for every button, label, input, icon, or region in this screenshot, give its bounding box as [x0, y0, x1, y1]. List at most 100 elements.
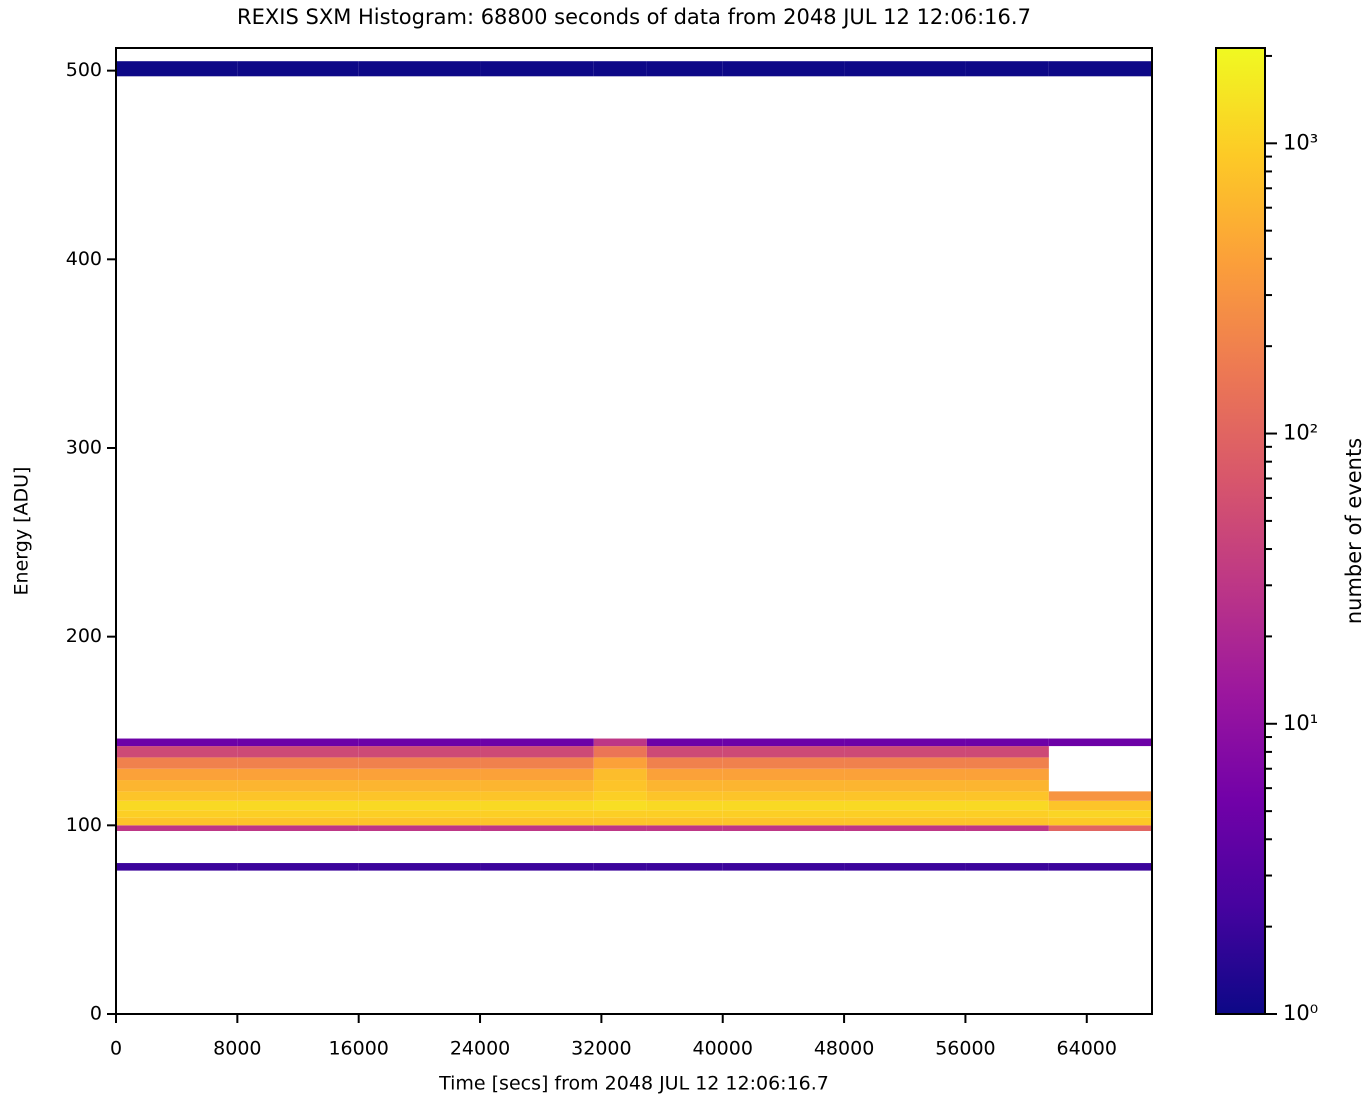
heatmap-cell: [722, 757, 845, 769]
heatmap-cell: [116, 738, 238, 747]
heatmap-cell: [480, 800, 594, 811]
x-tick-label: 32000: [571, 1038, 631, 1060]
heatmap-cell: [237, 746, 359, 758]
heatmap-cell: [237, 817, 359, 826]
colorbar-tick-label: 10⁰: [1283, 1001, 1318, 1025]
plot-frame: [115, 47, 1153, 1015]
heatmap-cell: [722, 800, 845, 811]
y-axis-label: Energy [ADU]: [11, 467, 33, 596]
heatmap-cell: [237, 738, 359, 747]
y-tick-label: 500: [66, 59, 102, 81]
heatmap-cell: [593, 825, 647, 831]
y-tick-label: 400: [66, 248, 102, 270]
heatmap-cell: [237, 76, 358, 738]
heatmap-cell: [965, 810, 1049, 818]
heatmap-cell: [646, 825, 723, 831]
heatmap-cell: [116, 746, 238, 758]
x-tick-label: 16000: [328, 1038, 388, 1060]
heatmap-cell: [358, 800, 481, 811]
heatmap-cell: [1048, 863, 1152, 871]
heatmap-cell: [480, 863, 594, 871]
heatmap-cell: [237, 871, 358, 1014]
heatmap-cell: [1048, 800, 1152, 811]
heatmap-cell: [844, 746, 966, 758]
heatmap-cell: [116, 825, 238, 831]
heatmap-cell: [722, 791, 845, 801]
heatmap-cell: [116, 76, 237, 738]
heatmap-cell: [844, 61, 966, 77]
heatmap-cell: [593, 61, 647, 77]
heatmap-cell: [844, 871, 965, 1014]
heatmap-cell: [1049, 769, 1152, 780]
heatmap-cell: [723, 48, 844, 61]
heatmap-cell: [116, 757, 238, 769]
heatmap-cell: [646, 757, 723, 769]
heatmap-cell: [965, 817, 1049, 826]
heatmap-cell: [480, 768, 594, 781]
heatmap-cell: [722, 738, 845, 747]
heatmap-cell: [116, 800, 238, 811]
heatmap-cell: [237, 791, 359, 801]
heatmap-cell: [116, 863, 238, 871]
heatmap-cell: [646, 746, 723, 758]
heatmap-cell: [722, 817, 845, 826]
heatmap-cell: [594, 48, 647, 61]
heatmap-cell: [646, 863, 723, 871]
colorbar-tick-label: 10²: [1283, 421, 1318, 445]
heatmap-cell: [237, 800, 359, 811]
heatmap-cell: [965, 791, 1049, 801]
heatmap-cell: [844, 780, 966, 792]
heatmap-cell: [965, 746, 1049, 758]
heatmap-cell: [358, 791, 481, 801]
heatmap-cell: [480, 871, 594, 1014]
heatmap-cell: [646, 61, 723, 77]
heatmap-cell: [594, 831, 647, 863]
heatmap-cell: [844, 831, 965, 863]
chart-title: REXIS SXM Histogram: 68800 seconds of da…: [237, 5, 1031, 29]
x-tick-label: 40000: [693, 1038, 753, 1060]
heatmap-cell: [844, 76, 965, 738]
heatmap-cell: [358, 61, 481, 77]
heatmap-cell: [237, 810, 359, 818]
heatmap-cell: [965, 61, 1049, 77]
heatmap-cell: [723, 76, 844, 738]
heatmap-cell: [358, 757, 481, 769]
heatmap-cell: [116, 831, 237, 863]
heatmap-cell: [646, 738, 723, 747]
x-tick-label: 0: [110, 1038, 122, 1060]
heatmap-cell: [844, 825, 966, 831]
heatmap-cell: [1048, 61, 1152, 77]
heatmap-cell: [1048, 791, 1152, 801]
heatmap-cell: [480, 810, 594, 818]
x-axis-label: Time [secs] from 2048 JUL 12 12:06:16.7: [438, 1073, 829, 1095]
heatmap-cell: [844, 738, 966, 747]
heatmap-cell: [358, 780, 481, 792]
y-tick-label: 0: [90, 1003, 102, 1025]
heatmap-cell: [237, 768, 359, 781]
heatmap-cell: [480, 791, 594, 801]
heatmap-cell: [1049, 48, 1152, 61]
heatmap-cell: [844, 768, 966, 781]
heatmap-cell: [1048, 825, 1152, 831]
heatmap-cell: [965, 831, 1048, 863]
heatmap-cell: [480, 831, 594, 863]
heatmap-cell: [480, 780, 594, 792]
heatmap-cell: [116, 768, 238, 781]
heatmap-cell: [237, 757, 359, 769]
colorbar-tick-label: 10¹: [1283, 711, 1318, 735]
heatmap-cell: [844, 800, 966, 811]
heatmap-cell: [594, 871, 647, 1014]
heatmap-cell: [647, 48, 723, 61]
colorbar-tick-label: 10³: [1283, 130, 1318, 154]
heatmap-cell: [359, 871, 480, 1014]
heatmap-cell: [359, 48, 480, 61]
heatmap-cell: [358, 810, 481, 818]
heatmap-cell: [480, 48, 594, 61]
y-tick-label: 200: [66, 625, 102, 647]
heatmap-cell: [722, 810, 845, 818]
heatmap-cell: [723, 871, 844, 1014]
y-tick-label: 100: [66, 814, 102, 836]
heatmap-cell: [480, 738, 594, 747]
x-tick-label: 8000: [213, 1038, 261, 1060]
